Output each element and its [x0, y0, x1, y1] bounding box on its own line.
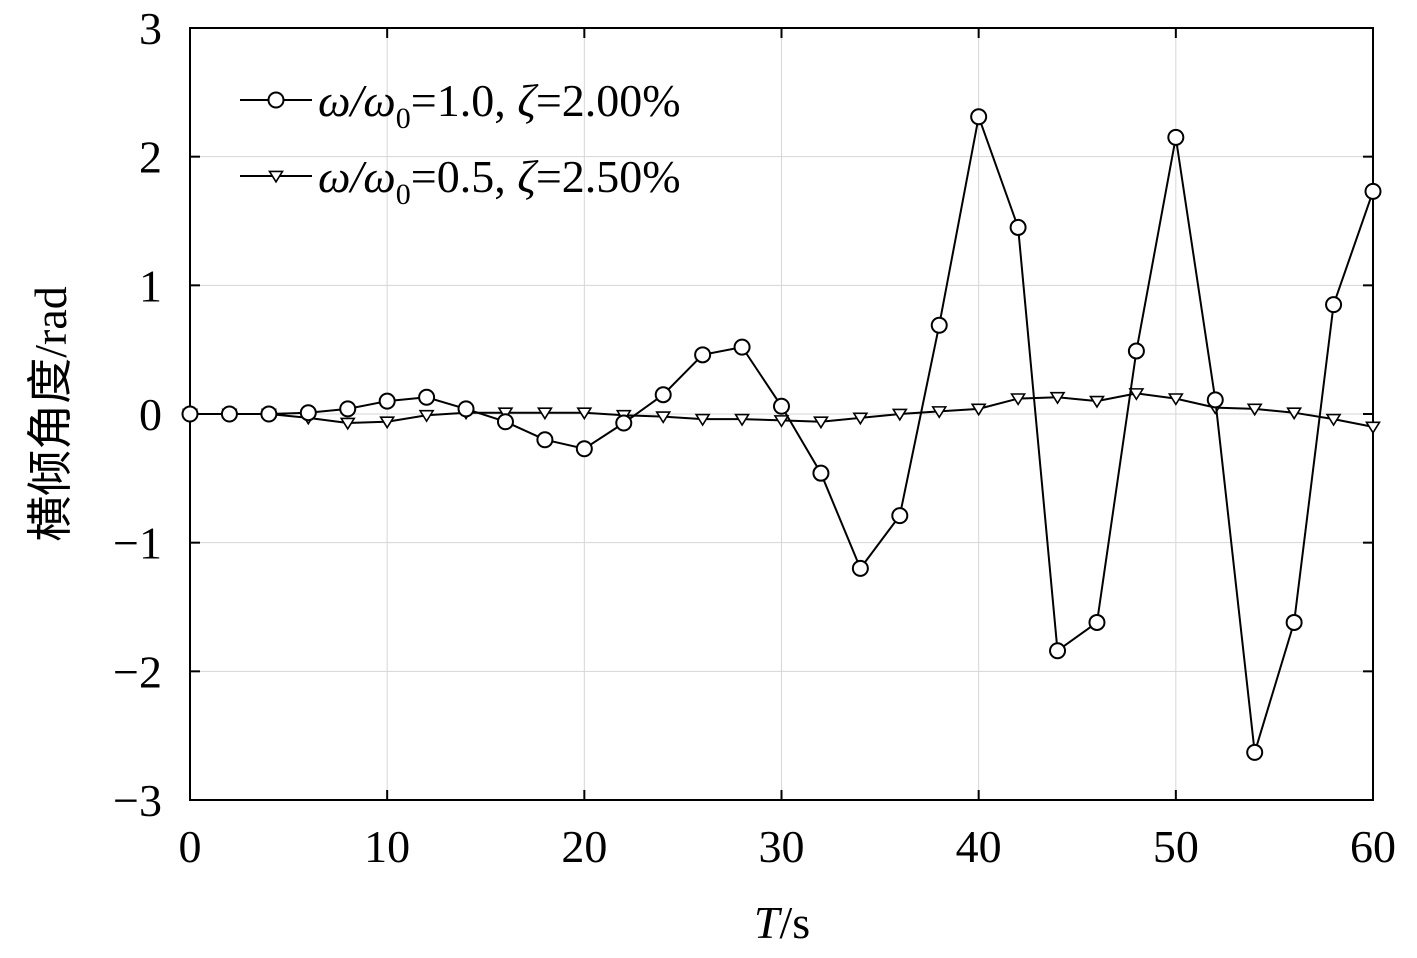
data-point-triangle [1010, 393, 1027, 406]
data-point-circle [418, 388, 436, 406]
x-tick-label: 50 [1153, 821, 1199, 872]
data-point-circle [851, 559, 869, 577]
data-point-triangle [852, 412, 869, 426]
series-omega-1-0 [181, 108, 1382, 761]
x-tick-label: 60 [1350, 821, 1396, 872]
legend-entry: ω/ω0=1.0, ζ=2.00% [240, 75, 681, 135]
legend-label: ω/ω0=1.0, ζ=2.00% [318, 75, 681, 135]
data-point-circle [181, 405, 199, 423]
y-tick-label: 2 [139, 132, 162, 183]
data-point-triangle [931, 406, 948, 419]
data-point-triangle [576, 407, 593, 421]
data-point-circle [267, 91, 285, 109]
data-point-circle [733, 338, 751, 356]
data-point-triangle [1286, 407, 1303, 421]
data-point-circle [615, 414, 633, 432]
x-tick-label: 30 [759, 821, 805, 872]
data-point-triangle [536, 407, 553, 421]
y-axis-label: 横倾角度/rad [25, 286, 76, 542]
data-point-triangle [1246, 403, 1263, 417]
data-point-triangle [1325, 413, 1342, 427]
data-point-circle [1009, 218, 1027, 236]
x-tick-label: 40 [956, 821, 1002, 872]
data-point-circle [970, 108, 988, 126]
ticks: 0 10 20 30 40 50 60 −3 −2 −1 0 1 2 3 [113, 3, 1396, 872]
data-point-circle [457, 400, 475, 418]
data-point-circle [1246, 743, 1264, 761]
data-point-circle [1167, 128, 1185, 146]
data-point-circle [1049, 642, 1067, 660]
data-point-circle [575, 440, 593, 458]
data-point-triangle [1167, 393, 1184, 406]
x-axis-label: T/s [754, 897, 810, 948]
x-axis-label-variable: T [754, 897, 783, 948]
legend: ω/ω0=1.0, ζ=2.00% ω/ω0=0.5, ζ=2.50% [240, 75, 681, 211]
data-point-circle [378, 392, 396, 410]
data-point-triangle [379, 416, 396, 430]
data-point-triangle [694, 413, 711, 427]
data-point-circle [1206, 391, 1224, 409]
x-tick-label: 0 [179, 821, 202, 872]
x-tick-label: 20 [561, 821, 607, 872]
data-point-circle [812, 464, 830, 482]
data-point-triangle [891, 408, 908, 422]
data-point-circle [260, 405, 278, 423]
data-point-circle [1285, 613, 1303, 631]
data-point-triangle [418, 409, 435, 423]
data-point-circle [1364, 182, 1382, 200]
data-point-triangle [734, 413, 751, 427]
y-tick-label: 3 [139, 3, 162, 54]
data-point-triangle [1128, 388, 1145, 401]
data-point-circle [339, 400, 357, 418]
data-point-triangle [773, 415, 790, 428]
data-point-circle [299, 404, 317, 422]
data-point-triangle [655, 411, 672, 424]
data-point-triangle [970, 403, 987, 417]
legend-label: ω/ω0=0.5, ζ=2.50% [318, 151, 681, 211]
y-tick-label: −1 [113, 518, 162, 569]
data-point-triangle [812, 416, 829, 430]
data-point-triangle [1365, 421, 1381, 435]
data-point-circle [694, 346, 712, 364]
grid [190, 28, 1373, 800]
data-point-circle [773, 397, 790, 415]
data-point-circle [1088, 613, 1106, 631]
data-point-circle [930, 316, 948, 334]
data-point-circle [1325, 296, 1343, 314]
data-point-triangle [1089, 395, 1105, 409]
data-point-triangle [1049, 391, 1066, 405]
data-point-circle [536, 431, 554, 449]
x-axis-label-unit: /s [779, 897, 810, 948]
data-point-circle [220, 405, 238, 423]
y-tick-label: 0 [139, 389, 162, 440]
series-layer [181, 108, 1382, 761]
data-point-circle [891, 507, 909, 525]
y-tick-label: −3 [113, 775, 162, 826]
x-tick-label: 10 [364, 821, 410, 872]
y-tick-label: 1 [139, 260, 162, 311]
data-point-triangle [268, 170, 284, 184]
legend-entry: ω/ω0=0.5, ζ=2.50% [240, 151, 681, 211]
data-point-circle [496, 413, 514, 431]
y-tick-label: −2 [113, 646, 162, 697]
data-point-circle [1127, 342, 1145, 360]
data-point-triangle [339, 417, 356, 431]
data-point-circle [654, 386, 672, 404]
